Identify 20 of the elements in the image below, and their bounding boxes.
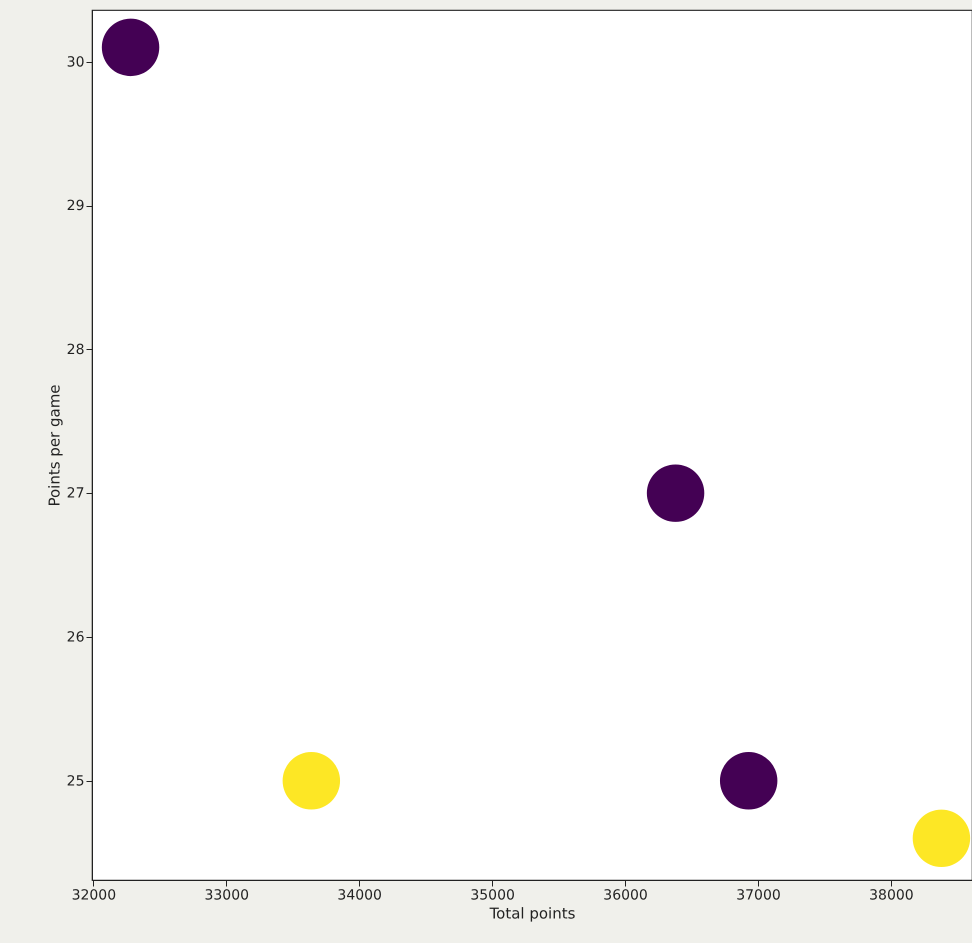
y-tick-label: 28: [66, 342, 84, 358]
x-tick-label: 33000: [204, 888, 250, 904]
point: [646, 464, 704, 522]
point: [282, 752, 340, 810]
x-axis-title: Total points: [488, 904, 576, 922]
y-tick-label: 30: [66, 54, 84, 70]
y-axis-title: Points per game: [46, 384, 64, 507]
point: [912, 810, 970, 867]
y-tick-label: 29: [66, 198, 84, 214]
x-tick-label: 34000: [337, 888, 382, 904]
y-tick-label: 25: [66, 773, 84, 790]
y-tick-label: 27: [66, 486, 84, 502]
x-tick-label: 38000: [869, 888, 914, 904]
point: [102, 18, 160, 76]
x-tick-label: 35000: [470, 888, 515, 904]
x-tick-label: 37000: [736, 888, 781, 904]
x-tick-label: 36000: [603, 888, 648, 904]
point: [720, 752, 778, 810]
x-tick-label: 32000: [72, 888, 116, 904]
y-tick-label: 26: [66, 629, 85, 646]
